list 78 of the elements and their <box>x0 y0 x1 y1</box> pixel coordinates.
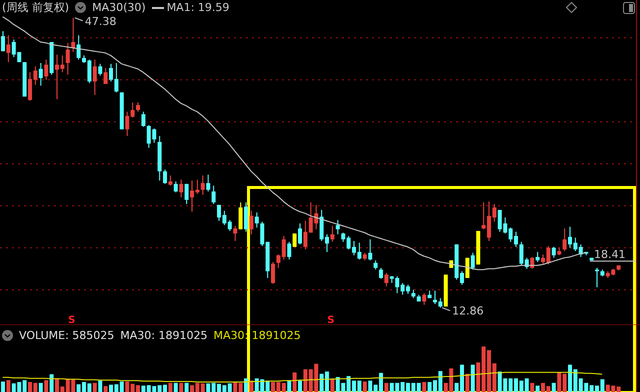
candlestick <box>384 272 388 287</box>
candlestick <box>292 232 297 248</box>
bar <box>1 382 5 392</box>
candlestick <box>287 241 292 260</box>
candlestick <box>1 30 5 52</box>
candlestick <box>206 174 210 192</box>
candlestick <box>6 34 10 63</box>
bar <box>384 382 388 392</box>
candlestick <box>562 228 567 252</box>
text: MA30: 1891025 <box>213 329 301 342</box>
candlestick <box>141 111 146 128</box>
bar <box>184 382 189 392</box>
candlestick <box>552 246 556 258</box>
candlestick <box>104 68 108 84</box>
bar <box>174 382 178 392</box>
bar <box>287 380 292 392</box>
candlestick <box>179 179 184 198</box>
candlestick <box>184 183 189 205</box>
candlestick <box>470 252 475 270</box>
bar <box>44 380 48 392</box>
candlestick <box>422 292 426 306</box>
candlestick <box>212 185 216 205</box>
candlestick <box>536 251 540 263</box>
candlestick <box>330 225 334 242</box>
bar <box>179 382 184 392</box>
bar <box>92 382 97 392</box>
bar <box>465 374 470 392</box>
candlestick <box>163 169 167 184</box>
bar <box>530 382 534 392</box>
chart-title: (周线 前复权) <box>2 0 70 15</box>
bar <box>552 382 556 392</box>
candlestick <box>92 59 97 96</box>
bar <box>168 382 172 392</box>
bar <box>422 382 426 392</box>
annotation: MA30(30) <box>92 1 146 14</box>
bar <box>298 380 302 392</box>
legend-label: MA1: 19.59 <box>166 1 230 14</box>
bar <box>98 380 102 392</box>
text: VOLUME: 585025 <box>19 329 114 342</box>
candlestick <box>595 267 599 288</box>
candlestick <box>336 220 340 235</box>
text: MA30: 1891025 <box>120 329 208 342</box>
bar <box>38 382 43 392</box>
annotation: S <box>327 315 334 326</box>
candlestick <box>244 202 248 232</box>
candlestick <box>200 175 205 196</box>
annotation: 12.86 <box>452 304 484 318</box>
candlestick <box>233 225 238 242</box>
bar <box>292 372 297 392</box>
annotation: S <box>68 315 76 326</box>
candlestick <box>66 42 70 76</box>
candlestick <box>136 102 140 112</box>
bar <box>330 378 334 392</box>
candlestick <box>71 17 76 53</box>
candlestick <box>271 262 275 284</box>
candlestick <box>298 222 302 245</box>
candlestick <box>254 212 259 228</box>
candlestick <box>249 210 254 235</box>
bar <box>6 380 10 392</box>
candlestick <box>168 175 172 186</box>
candlestick <box>44 59 48 80</box>
bar <box>50 374 54 392</box>
bar <box>470 364 475 392</box>
candlestick <box>174 180 178 193</box>
candlestick <box>38 62 43 86</box>
ref-line-label: 18.41 <box>594 248 626 262</box>
candlestick <box>374 260 378 270</box>
candlestick <box>379 267 383 280</box>
bar <box>362 382 367 392</box>
candlestick <box>98 63 102 76</box>
candlestick <box>76 34 81 60</box>
bar <box>536 386 540 392</box>
bar <box>104 386 108 392</box>
candlestick <box>465 257 470 278</box>
annotation: 47.38 <box>84 14 116 28</box>
candlestick <box>238 202 243 230</box>
candlestick <box>368 238 372 261</box>
bar <box>249 380 254 392</box>
